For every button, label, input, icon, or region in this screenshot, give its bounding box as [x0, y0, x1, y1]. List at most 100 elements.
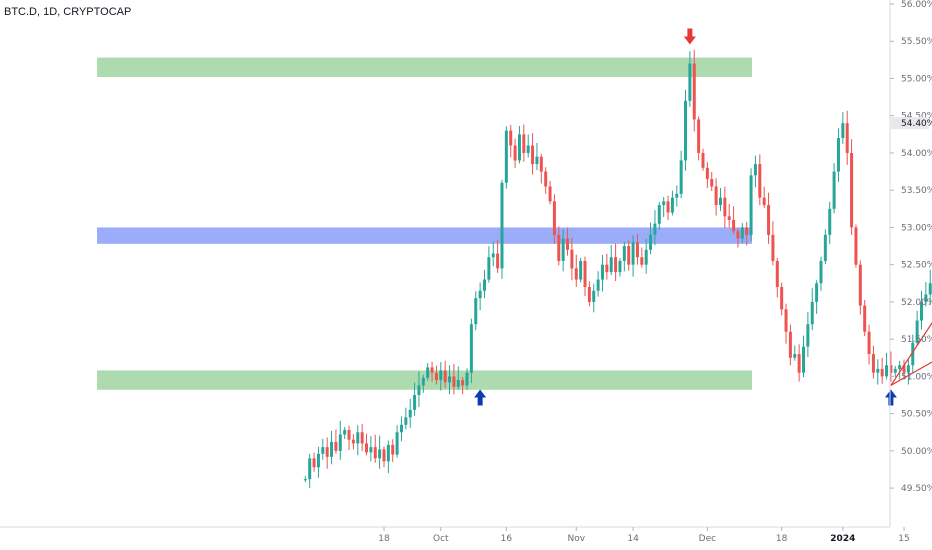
- candle-body: [692, 63, 696, 120]
- candle-body: [618, 260, 622, 273]
- candle-body: [854, 227, 858, 265]
- candle-body: [784, 309, 788, 332]
- candle-body: [736, 231, 740, 239]
- candle-body: [666, 201, 670, 213]
- candle-body: [867, 331, 871, 355]
- candle-body: [496, 253, 500, 269]
- candle-body: [710, 179, 714, 187]
- x-tick-label: 16: [501, 534, 513, 544]
- candle-body: [378, 449, 382, 459]
- candle-body: [880, 368, 884, 377]
- candle-body: [386, 444, 390, 462]
- candle-body: [356, 432, 360, 444]
- candle-body: [863, 305, 867, 332]
- candle-body: [627, 246, 631, 265]
- candle-body: [871, 354, 875, 373]
- candle-body: [461, 380, 465, 386]
- candle-body: [836, 138, 840, 172]
- candle-body: [810, 301, 814, 325]
- candle-body: [399, 424, 403, 433]
- candle-body: [579, 260, 583, 280]
- candle-body: [662, 201, 666, 206]
- candle-body: [898, 365, 902, 369]
- y-tick-label: 51.50%: [901, 335, 932, 345]
- x-tick-label: 2024: [830, 534, 855, 544]
- candle-body: [561, 238, 565, 261]
- candle-body: [347, 430, 351, 440]
- candle-body: [893, 368, 897, 373]
- candle-body: [369, 447, 373, 453]
- candle-body: [566, 238, 570, 250]
- candle-body: [793, 354, 797, 358]
- candle-body: [670, 197, 674, 213]
- candle-body: [596, 279, 600, 291]
- candle-body: [500, 182, 504, 269]
- y-tick-label: 54.00%: [901, 149, 932, 159]
- candle-body: [753, 164, 757, 176]
- candle-body: [487, 257, 491, 280]
- x-tick-label: 18: [378, 534, 390, 544]
- candle-body: [448, 376, 452, 383]
- candle-body: [718, 197, 722, 206]
- candle-body: [906, 365, 910, 373]
- candle-body: [382, 449, 386, 462]
- candle-body: [635, 242, 639, 258]
- candle-body: [434, 372, 438, 381]
- candle-body: [513, 145, 517, 161]
- candle-body: [592, 290, 596, 302]
- candle-body: [430, 367, 434, 373]
- candle-body: [548, 186, 552, 202]
- candle-body: [469, 324, 473, 373]
- candle-body: [404, 417, 408, 425]
- candle-body: [535, 156, 539, 165]
- candles: [303, 49, 932, 489]
- candle-body: [574, 268, 578, 280]
- candle-body: [701, 152, 705, 168]
- candle-body: [762, 197, 766, 206]
- candle-body: [426, 367, 430, 378]
- candle-body: [815, 283, 819, 302]
- candle-body: [465, 372, 469, 386]
- x-tick-label: 18: [776, 534, 788, 544]
- candle-body: [413, 395, 417, 410]
- candle-body: [679, 160, 683, 194]
- y-tick-label: 52.00%: [901, 298, 932, 308]
- y-tick-label: 53.00%: [901, 223, 932, 233]
- candle-body: [439, 370, 443, 381]
- candle-body: [640, 257, 644, 265]
- candle-body: [360, 432, 364, 444]
- candle-body: [657, 205, 661, 224]
- candle-body: [408, 409, 412, 418]
- candle-body: [732, 219, 736, 232]
- candle-body: [740, 227, 744, 239]
- y-tick-label: 52.50%: [901, 261, 932, 271]
- candle-body: [758, 164, 762, 198]
- candle-body: [600, 264, 604, 280]
- down-arrow-dec: [683, 28, 696, 45]
- arrows: [474, 28, 897, 406]
- x-tick-label: Oct: [433, 534, 449, 544]
- candle-body: [605, 264, 609, 273]
- candle-body: [749, 175, 753, 235]
- candle-body: [474, 298, 478, 325]
- candle-body: [649, 234, 653, 250]
- candle-body: [622, 246, 626, 261]
- candle-body: [858, 264, 862, 306]
- candle-body: [504, 130, 508, 183]
- candle-body: [303, 479, 307, 481]
- candle-body: [705, 167, 709, 180]
- candle-body: [631, 242, 635, 265]
- candle-body: [452, 376, 456, 387]
- y-tick-label: 54.50%: [901, 112, 932, 122]
- candle-body: [727, 216, 731, 220]
- candle-body: [456, 380, 460, 387]
- candle-body: [684, 100, 688, 161]
- candle-body: [531, 145, 535, 165]
- candle-body: [788, 331, 792, 358]
- candle-body: [509, 130, 513, 146]
- candle-body: [539, 156, 543, 172]
- candle-body: [902, 365, 906, 373]
- candle-body: [889, 365, 893, 373]
